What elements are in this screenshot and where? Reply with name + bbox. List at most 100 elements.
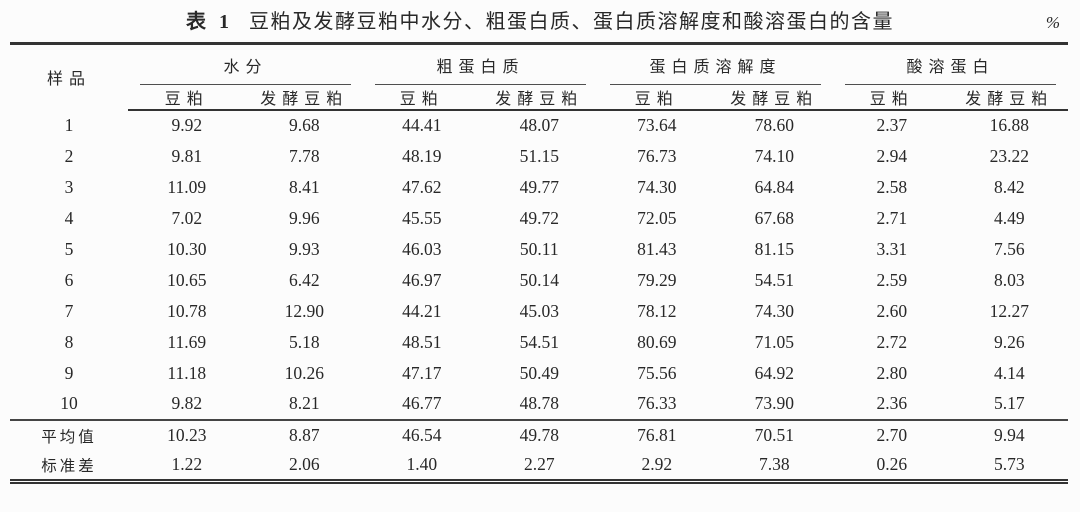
table-header: 样品 水分 粗蛋白质 蛋白质溶解度 酸溶蛋白 豆粕 <box>10 44 1068 111</box>
column-group-crude-protein: 粗蛋白质 <box>363 44 598 85</box>
group-label: 蛋白质溶解度 <box>649 58 782 76</box>
value-cell: 80.69 <box>637 331 677 352</box>
value-cell: 48.78 <box>519 393 559 413</box>
value-cell: 46.03 <box>402 238 442 259</box>
value-cell: 79.29 <box>637 269 677 290</box>
table-row: 5 10.30 9.93 46.03 50.11 81.43 81.15 3.31 7.56 <box>10 234 1068 265</box>
subheader-soybean-meal: 豆粕 <box>128 84 246 111</box>
value-cell: 64.84 <box>754 176 794 197</box>
value-cell: 54.51 <box>519 331 559 352</box>
value-cell: 50.14 <box>519 269 559 290</box>
table-row: 平均值 10.23 8.87 46.54 49.78 76.81 70.51 2.70 9.94 <box>10 418 1068 451</box>
value-cell: 74.10 <box>754 145 794 166</box>
value-cell: 46.97 <box>402 269 442 290</box>
value-cell: 1.40 <box>406 454 438 475</box>
value-cell: 47.17 <box>402 362 442 383</box>
sample-label: 6 <box>64 269 74 290</box>
value-cell: 81.15 <box>754 238 794 259</box>
group-label: 粗蛋白质 <box>436 58 525 76</box>
value-cell: 9.94 <box>950 418 1068 451</box>
subheader-fermented-soybean-meal: 发酵豆粕 <box>245 84 363 111</box>
table-body: 1 9.92 9.68 44.41 48.07 73.64 78.60 2.37 16.88 2 9… <box>10 110 1068 482</box>
value-cell: 4.14 <box>993 362 1025 383</box>
table-row: 8 11.69 5.18 48.51 54.51 80.69 71.05 2.72 9.26 <box>10 327 1068 358</box>
table-row: 1 9.92 9.68 44.41 48.07 73.64 78.60 2.37 16.88 <box>10 110 1068 141</box>
table-row: 2 9.81 7.78 48.19 51.15 76.73 74.10 2.94 23.22 <box>10 141 1068 172</box>
subheader-fermented-soybean-meal: 发酵豆粕 <box>715 84 833 111</box>
value-cell: 45.55 <box>402 207 442 228</box>
column-group-acid-soluble-protein: 酸溶蛋白 <box>833 44 1068 85</box>
value-cell: 46.54 <box>363 418 481 451</box>
value-cell: 78.60 <box>754 115 794 135</box>
table-row: 6 10.65 6.42 46.97 50.14 79.29 54.51 2.59 8.03 <box>10 265 1068 296</box>
group-underline: 酸溶蛋白 <box>845 53 1056 85</box>
value-cell: 2.70 <box>833 418 951 451</box>
group-label: 酸溶蛋白 <box>906 58 995 76</box>
subheader-soybean-meal: 豆粕 <box>363 84 481 111</box>
value-cell: 2.27 <box>523 454 555 475</box>
value-cell: 12.90 <box>284 300 324 321</box>
value-cell: 50.11 <box>519 238 559 259</box>
sample-label: 3 <box>64 176 74 197</box>
value-cell: 9.68 <box>288 115 320 135</box>
subheader-soybean-meal: 豆粕 <box>833 84 951 111</box>
group-underline: 蛋白质溶解度 <box>610 53 821 85</box>
value-cell: 73.64 <box>637 115 677 135</box>
value-cell: 5.18 <box>288 331 320 352</box>
value-cell: 10.78 <box>167 300 207 321</box>
sample-label: 10 <box>60 393 78 413</box>
value-cell: 70.51 <box>715 418 833 451</box>
value-cell: 46.77 <box>402 393 442 413</box>
table-row: 3 11.09 8.41 47.62 49.77 74.30 64.84 2.58 8.42 <box>10 172 1068 203</box>
data-table-wrap: 样品 水分 粗蛋白质 蛋白质溶解度 酸溶蛋白 豆粕 <box>10 42 1068 484</box>
value-cell: 8.21 <box>288 393 320 413</box>
value-cell: 64.92 <box>754 362 794 383</box>
value-cell: 73.90 <box>754 393 794 413</box>
header-sub-row: 豆粕 发酵豆粕 豆粕 发酵豆粕 豆粕 发酵豆粕 豆粕 发酵豆粕 <box>10 84 1068 111</box>
header-group-row: 样品 水分 粗蛋白质 蛋白质溶解度 酸溶蛋白 <box>10 44 1068 88</box>
value-cell: 9.82 <box>171 393 203 413</box>
value-cell: 2.37 <box>876 115 908 135</box>
value-cell: 2.60 <box>876 300 908 321</box>
subheader-soybean-meal: 豆粕 <box>598 84 716 111</box>
value-cell: 47.62 <box>402 176 442 197</box>
value-cell: 11.69 <box>167 331 207 352</box>
value-cell: 44.21 <box>402 300 442 321</box>
group-underline: 水分 <box>140 53 351 85</box>
group-underline: 粗蛋白质 <box>375 53 586 85</box>
value-cell: 2.06 <box>288 454 320 475</box>
value-cell: 76.33 <box>637 393 677 413</box>
column-header-sample: 样品 <box>46 71 91 89</box>
value-cell: 11.18 <box>167 362 207 383</box>
value-cell: 71.05 <box>754 331 794 352</box>
value-cell: 45.03 <box>519 300 559 321</box>
value-cell: 7.78 <box>288 145 320 166</box>
value-cell: 16.88 <box>989 115 1029 135</box>
value-cell: 72.05 <box>637 207 677 228</box>
value-cell: 76.81 <box>598 418 716 451</box>
value-cell: 2.94 <box>876 145 908 166</box>
value-cell: 2.59 <box>876 269 908 290</box>
value-cell: 75.56 <box>637 362 677 383</box>
value-cell: 78.12 <box>637 300 677 321</box>
value-cell: 9.96 <box>288 207 320 228</box>
sample-label: 1 <box>64 114 74 135</box>
value-cell: 9.92 <box>171 115 203 135</box>
value-cell: 67.68 <box>754 207 794 228</box>
value-cell: 51.15 <box>519 145 559 166</box>
value-cell: 2.72 <box>876 331 908 352</box>
sample-label: 8 <box>64 331 74 352</box>
sample-label: 平均值 <box>10 418 128 451</box>
value-cell: 9.26 <box>993 331 1025 352</box>
sample-label: 9 <box>64 362 74 383</box>
data-table: 样品 水分 粗蛋白质 蛋白质溶解度 酸溶蛋白 豆粕 <box>10 42 1068 484</box>
value-cell: 8.41 <box>288 176 320 197</box>
value-cell: 8.87 <box>245 418 363 451</box>
value-cell: 49.78 <box>480 418 598 451</box>
subheader-fermented-soybean-meal: 发酵豆粕 <box>950 84 1068 111</box>
value-cell: 54.51 <box>754 269 794 290</box>
table-title-text: 豆粕及发酵豆粕中水分、粗蛋白质、蛋白质溶解度和酸溶蛋白的含量 <box>249 11 894 33</box>
value-cell: 74.30 <box>637 176 677 197</box>
value-cell: 10.26 <box>284 362 324 383</box>
value-cell: 2.58 <box>876 176 908 197</box>
